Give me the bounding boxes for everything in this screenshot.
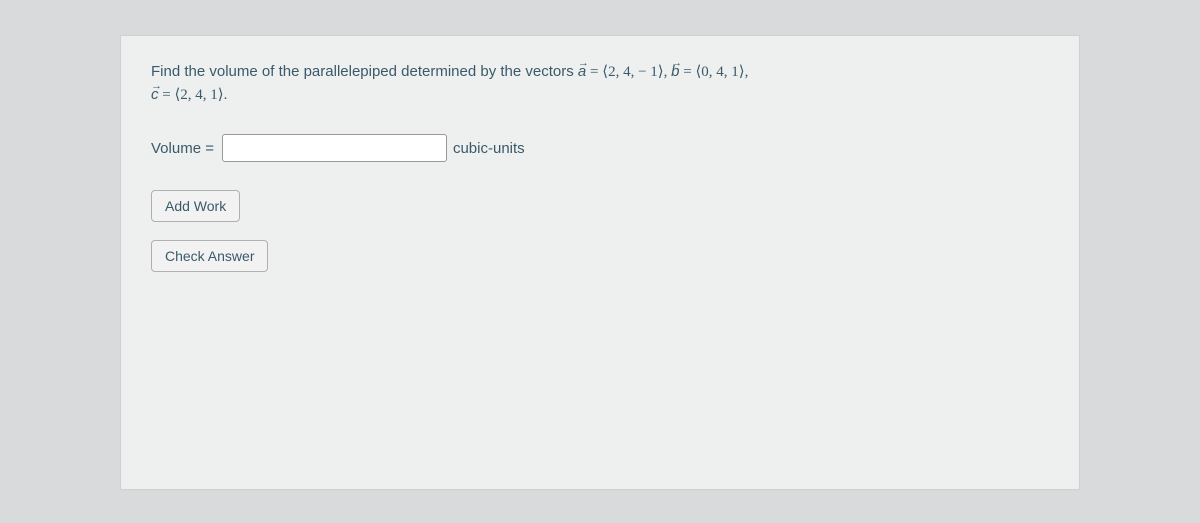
vector-c-value: = ⟨2, 4, 1⟩. [159, 87, 228, 103]
vector-a-value: = ⟨2, 4, − 1⟩, [586, 64, 671, 80]
volume-input[interactable] [222, 134, 447, 162]
vector-b-value: = ⟨0, 4, 1⟩, [679, 64, 748, 80]
problem-text-part1: Find the volume of the parallelepiped de… [151, 63, 578, 80]
check-answer-button[interactable]: Check Answer [151, 240, 268, 272]
vector-a-symbol: →a [578, 61, 586, 84]
problem-container: Find the volume of the parallelepiped de… [120, 35, 1080, 490]
add-work-row: Add Work [151, 190, 1049, 222]
check-answer-row: Check Answer [151, 240, 1049, 272]
vector-b-symbol: →b [671, 61, 679, 84]
units-label: cubic-units [453, 140, 525, 157]
vector-c-symbol: →c [151, 84, 159, 107]
add-work-button[interactable]: Add Work [151, 190, 240, 222]
answer-label: Volume = [151, 140, 214, 157]
answer-row: Volume = cubic-units [151, 134, 1049, 162]
problem-statement: Find the volume of the parallelepiped de… [151, 61, 1049, 106]
